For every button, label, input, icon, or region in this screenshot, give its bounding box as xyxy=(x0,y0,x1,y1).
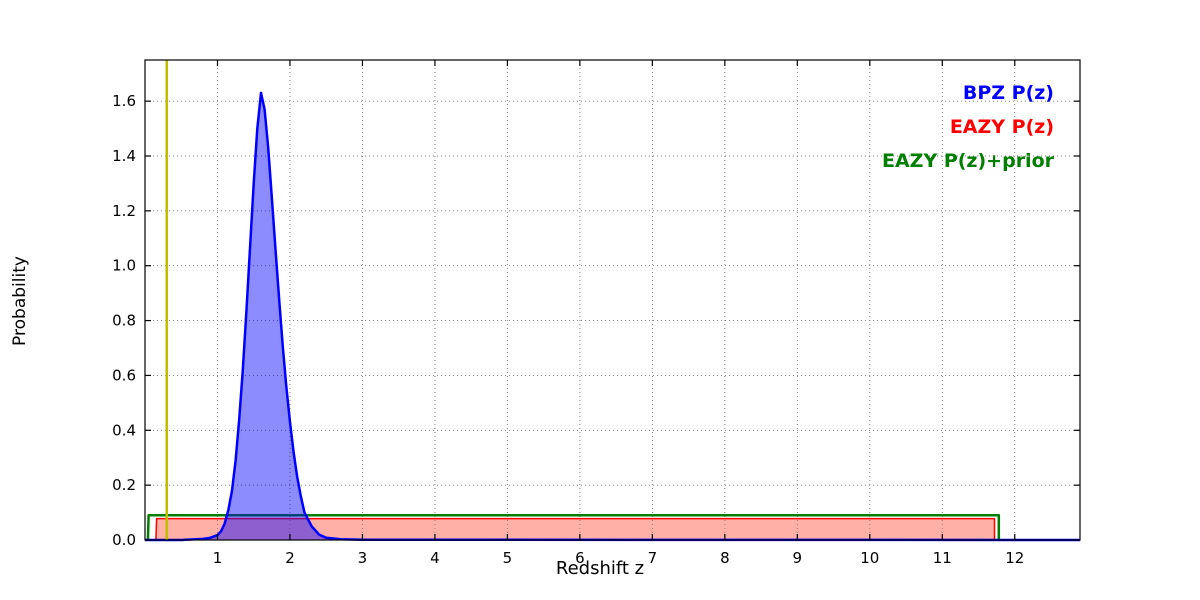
legend-item-bpz: BPZ P(z) xyxy=(962,82,1054,104)
y-tick-label: 1.6 xyxy=(112,92,136,110)
y-tick-label: 0.2 xyxy=(112,476,136,494)
series-fill-0 xyxy=(145,92,1080,541)
legend: BPZ P(z) EAZY P(z) EAZY P(z)+prior xyxy=(882,76,1054,178)
series-line-2 xyxy=(146,514,1001,541)
x-tick-label: 2 xyxy=(285,549,295,567)
series-line-0 xyxy=(145,91,1081,542)
y-tick-label: 0.8 xyxy=(112,312,136,330)
axes-frame xyxy=(144,59,1081,541)
x-tick-label: 8 xyxy=(720,549,730,567)
y-axis-label: Probability xyxy=(10,256,30,346)
x-tick-label: 11 xyxy=(933,549,952,567)
x-tick-label: 1 xyxy=(213,549,223,567)
legend-item-eazy-prior: EAZY P(z)+prior xyxy=(881,150,1054,172)
x-axis-label: Redshift z xyxy=(555,558,645,579)
x-tick-label: 12 xyxy=(1005,549,1024,567)
series-fill-1 xyxy=(155,518,995,540)
y-tick-label: 0.4 xyxy=(112,421,136,439)
x-tick-label: 10 xyxy=(860,549,879,567)
y-tick-label: 0.0 xyxy=(112,531,136,549)
series-line-1 xyxy=(155,517,996,541)
x-tick-label: 5 xyxy=(503,549,513,567)
plot-background xyxy=(145,60,1080,540)
x-tick-label: 6 xyxy=(575,549,585,567)
x-tick-label: 9 xyxy=(793,549,803,567)
y-tick-label: 1.2 xyxy=(112,202,136,220)
y-tick-label: 1.0 xyxy=(112,257,136,275)
x-tick-label: 4 xyxy=(430,549,440,567)
x-tick-label: 3 xyxy=(358,549,368,567)
x-tick-label: 7 xyxy=(648,549,658,567)
legend-item-eazy: EAZY P(z) xyxy=(949,116,1054,138)
y-tick-label: 0.6 xyxy=(112,366,136,384)
y-tick-label: 1.4 xyxy=(112,147,136,165)
